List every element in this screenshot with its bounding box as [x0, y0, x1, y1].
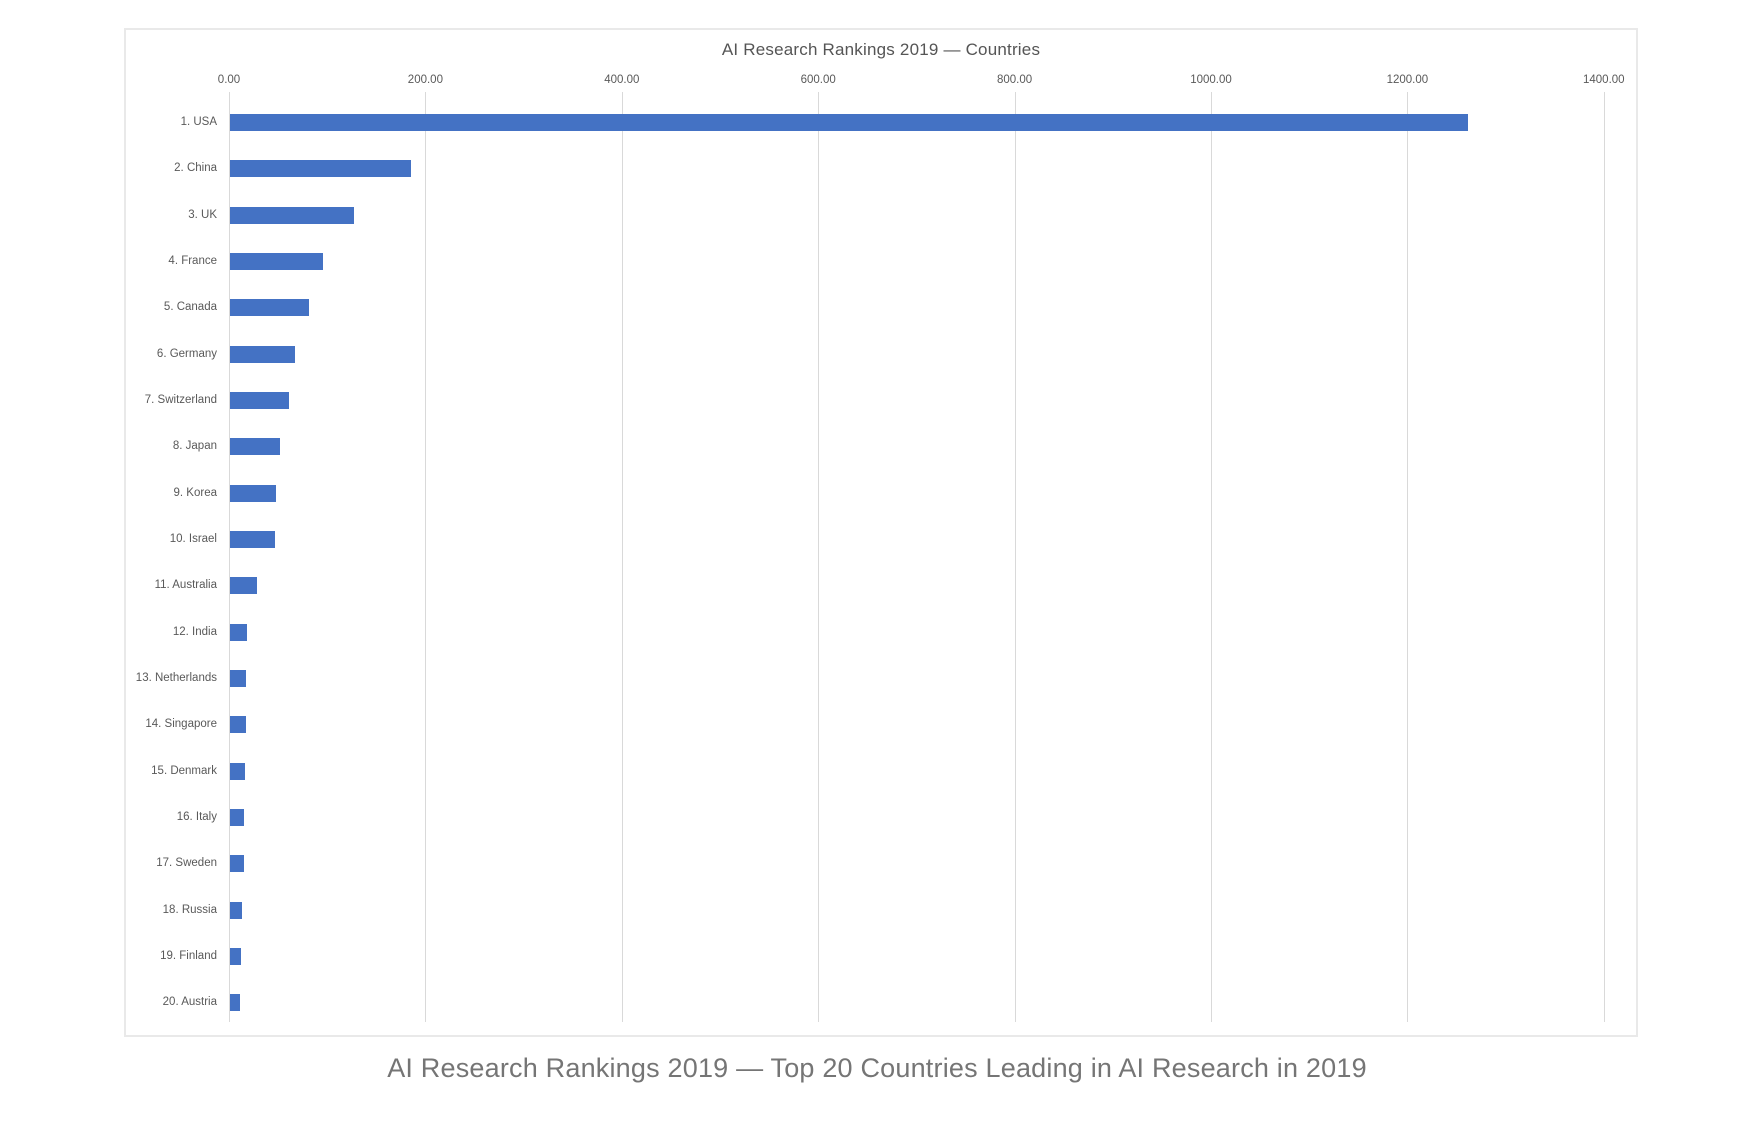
- x-axis-tick-label: 1400.00: [1583, 74, 1625, 86]
- bar: [230, 438, 280, 456]
- category-label: 2. China: [174, 162, 217, 175]
- category-label: 5. Canada: [163, 301, 217, 314]
- gridline: [818, 92, 820, 1022]
- bar: [230, 252, 323, 270]
- category-label: 15. Denmark: [151, 764, 217, 777]
- category-label: 10. Israel: [169, 532, 217, 545]
- category-label: 14. Singapore: [145, 718, 217, 731]
- gridline: [1014, 92, 1016, 1022]
- bar: [230, 947, 242, 965]
- category-label: 17. Sweden: [156, 857, 217, 870]
- x-axis-tick-label: 600.00: [800, 74, 836, 86]
- bar: [230, 391, 289, 409]
- chart-card: AI Research Rankings 2019 — Countries 0.…: [124, 28, 1638, 1037]
- bar: [230, 577, 257, 595]
- x-axis-tick-label: 1200.00: [1386, 74, 1429, 86]
- category-label: 4. France: [168, 254, 217, 267]
- bar: [230, 808, 245, 826]
- category-label: 9. Korea: [173, 486, 217, 499]
- category-label: 13. Netherlands: [135, 671, 217, 684]
- bar: [230, 855, 244, 873]
- gridline: [1211, 92, 1212, 1022]
- gridline: [425, 92, 427, 1022]
- category-label: 1. USA: [180, 116, 217, 128]
- bar: [230, 114, 1468, 131]
- x-axis-tick-label: 800.00: [997, 74, 1033, 86]
- bar: [230, 299, 310, 317]
- category-label: 12. India: [172, 625, 217, 638]
- bar: [230, 484, 276, 502]
- gridline: [1407, 92, 1409, 1022]
- bar: [230, 901, 242, 919]
- bar: [230, 716, 246, 734]
- category-label: 20. Austria: [162, 996, 217, 1009]
- category-label: 19. Finland: [160, 949, 217, 962]
- category-label: 11. Australia: [154, 579, 217, 592]
- x-axis-tick-label: 0.00: [217, 74, 241, 86]
- category-label: 3. UK: [188, 208, 217, 221]
- chart-title: AI Research Rankings 2019 — Countries: [721, 40, 1041, 59]
- gridline: [1603, 92, 1605, 1022]
- plot-area: 0.00 200.00 400.00 600.00 800.00 1000.00 1200.…: [126, 30, 1636, 1035]
- bar: [230, 994, 241, 1012]
- bar: [230, 762, 245, 780]
- category-label: 16. Italy: [176, 810, 217, 823]
- bar: [230, 669, 247, 687]
- category-label: 18. Russia: [162, 903, 217, 916]
- x-axis-tick-label: 200.00: [407, 74, 443, 86]
- gridline: [621, 92, 623, 1022]
- category-label: 8. Japan: [172, 440, 217, 453]
- category-label: 7. Switzerland: [144, 393, 217, 406]
- bar: [230, 160, 412, 178]
- x-axis-tick-label: 400.00: [604, 74, 640, 86]
- bar: [230, 206, 354, 224]
- gridline: [229, 92, 230, 1022]
- x-axis-tick-label: 1000.00: [1190, 74, 1232, 86]
- bar: [230, 623, 248, 641]
- chart-caption: AI Research Rankings 2019 — Top 20 Count…: [387, 1053, 1367, 1083]
- bar: [230, 530, 275, 548]
- category-label: 6. Germany: [156, 347, 217, 360]
- bar: [230, 345, 296, 363]
